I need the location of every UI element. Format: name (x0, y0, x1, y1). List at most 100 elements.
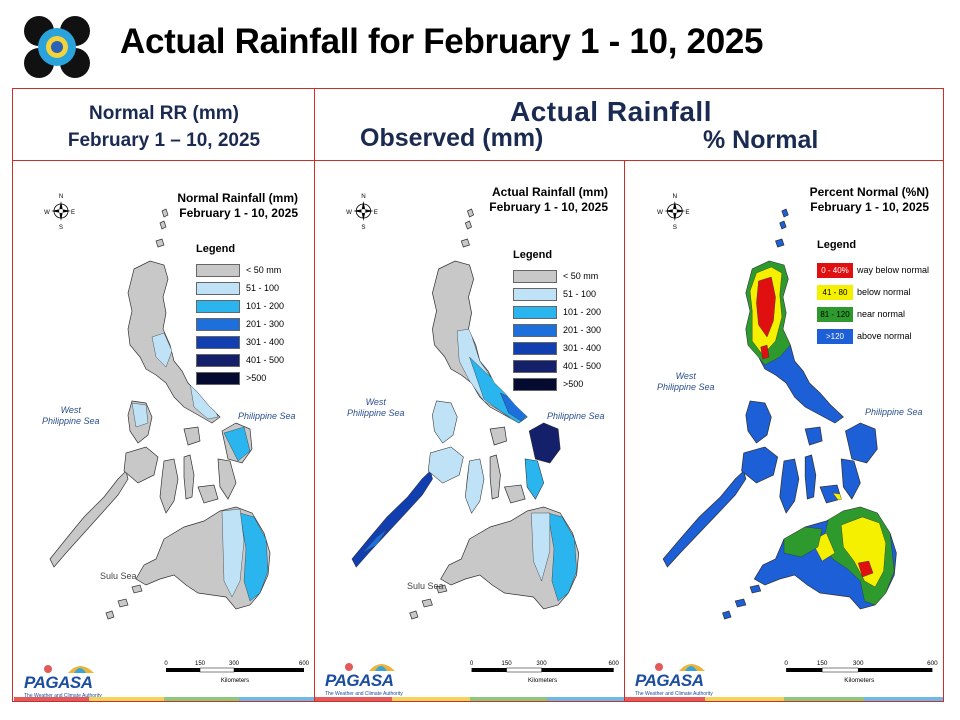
color-strip-segment (392, 697, 470, 701)
island-palawan (49, 470, 129, 568)
legend-swatch (196, 317, 240, 331)
philippines-map (351, 208, 580, 620)
color-strip-segment (315, 697, 393, 701)
map-title-line2: February 1 - 10, 2025 (489, 200, 608, 214)
west-philippine-sea-label: West Philippine Sea (657, 371, 715, 392)
scale-tick-label: 0 (784, 660, 788, 667)
island-bohol (504, 484, 526, 504)
legend-row: 51 - 100 (513, 285, 601, 303)
pagasa-footer-logo: PAGASA The Weather and Climate Authority (635, 657, 715, 697)
panel-frame (12, 88, 944, 702)
scale-tick-label: 300 (536, 660, 547, 667)
island-mindoro (745, 400, 772, 444)
rainfall-zone (524, 458, 544, 500)
compass-label-e: E (685, 209, 689, 216)
map-svg: N S W E 0 150 300 600 Kilometers (657, 193, 938, 684)
scale-bar: 0 150 300 600 Kilometers (784, 660, 938, 684)
legend-swatch (513, 305, 557, 319)
island-batanes (464, 208, 475, 230)
legend-swatch (196, 371, 240, 385)
legend-swatch (196, 335, 240, 349)
scale-unit-label: Kilometers (844, 677, 874, 684)
island-sulu-isles (409, 584, 448, 620)
color-strip-segment (863, 697, 943, 701)
island-luzon (127, 260, 221, 424)
color-strip-segment (469, 697, 547, 701)
scale-tick-label: 600 (927, 660, 938, 667)
normal-rr-label: Normal RR (mm) (89, 103, 239, 124)
legend-swatch (196, 263, 240, 277)
rainfall-zone (756, 276, 776, 338)
scale-tick-label: 300 (853, 660, 864, 667)
legend-label: way below normal (857, 265, 930, 275)
map-title-line2: February 1 - 10, 2025 (179, 206, 298, 220)
pagasa-tagline: The Weather and Climate Authority (24, 693, 102, 699)
scale-tick-label: 150 (817, 660, 828, 667)
compass-label-w: W (657, 209, 663, 216)
legend-swatch (196, 281, 240, 295)
scale-tick-label: 0 (470, 660, 474, 667)
compass-label-s: S (361, 224, 365, 231)
color-strip (625, 697, 943, 701)
island-babuyan (775, 238, 785, 248)
legend-label: >500 (563, 379, 584, 389)
scale-tick-label: 0 (164, 661, 168, 667)
compass-label-w: W (44, 210, 50, 216)
normal-rainfall-panel: N S W E 0 150 300 600 Kilometers Normal Rainfall … (14, 161, 314, 701)
map-title-line1: Percent Normal (%N) (809, 185, 929, 199)
scale-bar: 0 150 300 600 Kilometers (164, 661, 309, 684)
color-strip-segment (89, 697, 164, 701)
legend-row: 0 - 40% way below normal (817, 259, 929, 281)
map-title: Percent Normal (%N) February 1 - 10, 2025 (810, 185, 929, 215)
legend-label: 201 - 300 (563, 325, 602, 335)
island-masbate (804, 426, 823, 446)
philippines-map (49, 208, 271, 620)
rainfall-zone (760, 344, 770, 360)
color-strip (315, 697, 624, 701)
west-philippine-sea-label: West Philippine Sea (347, 397, 405, 418)
legend-label: 101 - 200 (563, 307, 602, 317)
rainfall-zone (783, 526, 823, 558)
compass-label-n: N (673, 193, 678, 200)
legend-label: 301 - 400 (563, 343, 602, 353)
island-leyte (217, 458, 237, 500)
rainfall-zone (221, 508, 245, 598)
rainfall-zone (352, 470, 433, 568)
pagasa-wordmark: PAGASA (24, 673, 93, 692)
legend-swatch (196, 299, 240, 313)
rainfall-zone (189, 382, 219, 420)
map-svg: N S W E 0 150 300 600 Kilometers (346, 193, 619, 684)
actual-rainfall-heading: Actual Rainfall (510, 96, 712, 127)
color-strip-segment (625, 697, 705, 701)
page-title: Actual Rainfall for February 1 - 10, 202… (120, 22, 764, 61)
legend-label: 301 - 400 (246, 337, 285, 347)
color-strip-segment (546, 697, 624, 701)
legend-swatch: 0 - 40% (817, 262, 853, 278)
map-svg: N S W E 0 150 300 600 Kilometers (44, 194, 310, 684)
legend-row: 51 - 100 (196, 279, 284, 297)
legend-label: above normal (857, 331, 912, 341)
legend-row: 301 - 400 (196, 333, 284, 351)
legend-row: < 50 mm (196, 261, 284, 279)
legend-swatch: 41 - 80 (817, 284, 853, 300)
umbrella-icon (345, 663, 395, 671)
west-philippine-sea-label: West Philippine Sea (42, 405, 100, 426)
island-cebu (183, 454, 195, 500)
legend-row: 41 - 80 below normal (817, 281, 929, 303)
island-sulu-isles (105, 584, 143, 620)
legend-label: below normal (857, 287, 911, 297)
scale-unit-label: Kilometers (528, 677, 557, 684)
legend-title: Legend (817, 239, 857, 251)
umbrella-icon (655, 663, 705, 671)
legend-row: 201 - 300 (513, 321, 601, 339)
compass-rose-icon: N S W E (657, 193, 690, 231)
rainfall-zone (531, 512, 551, 582)
island-samar (845, 422, 878, 464)
island-masbate (183, 426, 201, 446)
rainfall-zone (362, 528, 388, 554)
pagasa-logo (24, 16, 90, 78)
compass-label-s: S (59, 225, 63, 231)
compass-rose-icon: N S W E (346, 193, 378, 231)
legend: Legend 0 - 40% way below normal 41 - 80 belo… (817, 239, 929, 347)
pagasa-tagline: The Weather and Climate Authority (635, 691, 713, 697)
